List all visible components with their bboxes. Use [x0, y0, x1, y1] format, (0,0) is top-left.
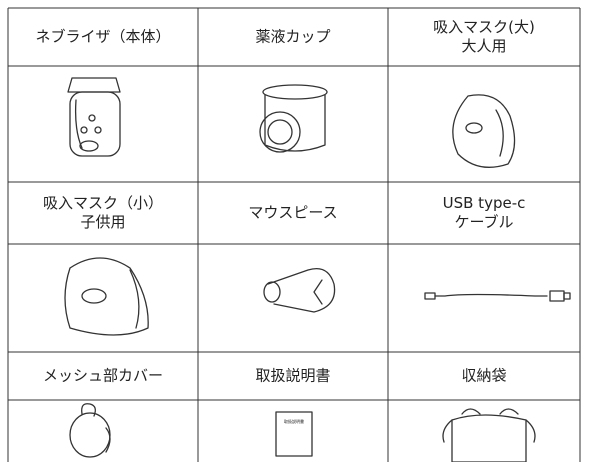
component-name: メッシュ部カバー: [43, 367, 163, 385]
illustration-stroke: [64, 257, 149, 336]
component-name: ネブライザ（本体）: [35, 28, 170, 46]
illustration-stroke: [81, 288, 107, 304]
component-name: 収納袋: [461, 367, 506, 385]
component-illustration: [452, 94, 516, 168]
illustration-stroke: [88, 114, 96, 122]
illustration-stroke: [94, 126, 102, 134]
illustration-stroke: [465, 122, 483, 134]
illustration-stroke: [74, 99, 83, 149]
component-name: 吸入マスク(大): [433, 18, 535, 36]
manual-cover-text: 取扱説明書: [284, 418, 304, 424]
component-illustration: [424, 290, 571, 302]
component-name: 薬液カップ: [255, 28, 330, 46]
component-illustration: [259, 84, 328, 153]
illustration-stroke: [495, 109, 504, 157]
illustration-stroke: [442, 408, 536, 443]
component-illustration: [64, 257, 149, 336]
illustration-stroke: [452, 94, 516, 168]
illustration-stroke: [424, 292, 436, 300]
component-name: 大人用: [461, 37, 506, 55]
illustration-stroke: [434, 293, 548, 297]
illustration-stroke: [263, 281, 281, 303]
illustration-stroke: [451, 414, 527, 462]
component-illustration: [67, 77, 121, 157]
illustration-stroke: [105, 427, 111, 453]
illustration-stroke: [267, 119, 293, 145]
component-illustration: [263, 267, 336, 313]
illustration-stroke: [259, 111, 301, 153]
illustration-stroke: [563, 292, 571, 300]
illustration-stroke: [81, 403, 96, 417]
component-illustration: [275, 411, 313, 457]
illustration-stroke: [69, 412, 111, 458]
illustration-stroke: [67, 77, 121, 93]
component-name: マウスピース: [248, 204, 337, 222]
component-name: 吸入マスク（小）: [43, 194, 163, 212]
illustration-stroke: [129, 269, 140, 329]
component-illustration: [69, 403, 111, 458]
component-name: 取扱説明書: [255, 367, 330, 385]
component-name: USB type-c: [443, 194, 526, 212]
illustration-stroke: [79, 140, 99, 152]
illustration-stroke: [549, 290, 565, 302]
illustration-stroke: [262, 84, 328, 100]
component-name: 子供用: [80, 213, 125, 231]
illustration-stroke: [267, 267, 336, 313]
illustration-stroke: [275, 411, 313, 457]
component-illustration: [442, 408, 536, 462]
illustration-stroke: [80, 126, 88, 134]
illustration-stroke: [69, 91, 121, 157]
component-name: ケーブル: [454, 213, 513, 231]
illustration-stroke: [313, 279, 323, 305]
